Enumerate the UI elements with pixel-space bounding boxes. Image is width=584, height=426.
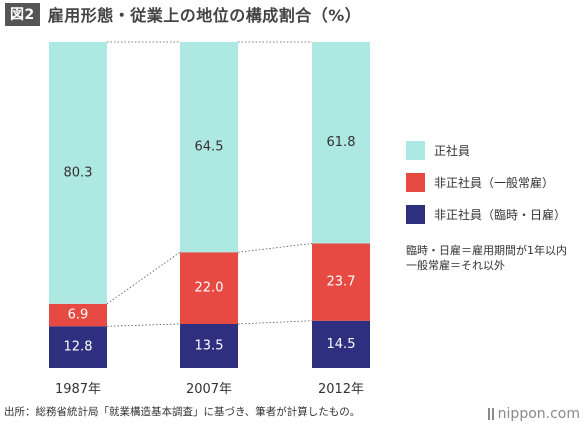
chart-title: 雇用形態・従業上の地位の構成割合（%） <box>47 6 362 25</box>
brand-logo: nippon.com <box>487 406 580 422</box>
bar-segment-regular-1987 <box>49 42 107 304</box>
legend-label-regular: 正社員 <box>434 143 471 158</box>
brand-name: nippon.com <box>497 406 580 422</box>
bar-segment-temporary-1987 <box>49 326 107 368</box>
legend-item-temporary: 非正社員（臨時・日雇） <box>406 204 566 224</box>
bar-segment-regular-2012 <box>312 42 370 244</box>
legend-label-general: 非正社員（一般常雇） <box>434 175 555 190</box>
bar-segment-general-2012 <box>312 243 370 321</box>
definition-note: 臨時・日雇＝雇用期間が1年以内 一般常雇＝それ以外 <box>406 243 567 273</box>
data-label-general-2007: 22.0 <box>195 281 224 296</box>
category-label-2007: 2007年 <box>186 382 232 397</box>
connector-lines <box>106 41 313 327</box>
legend-swatch-temporary <box>406 204 425 224</box>
data-label-general-1987: 6.9 <box>68 308 89 323</box>
bar-segment-general-1987 <box>49 303 107 327</box>
data-label-regular-2012: 61.8 <box>327 135 356 150</box>
legend-item-general: 非正社員（一般常雇） <box>406 172 566 192</box>
data-label-temporary-2007: 13.5 <box>195 338 224 353</box>
legend-label-temporary: 非正社員（臨時・日雇） <box>434 207 567 222</box>
connector-line-1987-2007-2 <box>106 251 181 305</box>
bar-segment-general-2007 <box>180 252 238 324</box>
bar-segment-regular-2007 <box>180 42 238 253</box>
note-line-temporary: 臨時・日雇＝雇用期間が1年以内 <box>406 244 567 257</box>
legend-item-regular: 正社員 <box>406 140 566 160</box>
figure-number-badge: 図2 <box>5 2 40 26</box>
source-footer: 出所：総務省統計局「就業構造基本調査」に基づき、筆者が計算したもの。 <box>4 406 361 418</box>
note-line-general: 一般常雇＝それ以外 <box>406 259 505 272</box>
category-label-1987: 1987年 <box>55 382 101 397</box>
connector-line-2007-2012-2 <box>237 243 313 253</box>
chart-header: 図2 雇用形態・従業上の地位の構成割合（%） <box>5 2 362 26</box>
data-label-temporary-1987: 12.8 <box>64 340 93 355</box>
connector-line-1987-2007-1 <box>106 323 181 327</box>
bar-segment-temporary-2007 <box>180 323 238 368</box>
chart-legend: 正社員 非正社員（一般常雇） 非正社員（臨時・日雇） <box>406 140 566 236</box>
bar-segment-temporary-2012 <box>312 320 370 368</box>
legend-swatch-regular <box>406 140 425 160</box>
legend-swatch-general <box>406 172 425 192</box>
data-label-regular-1987: 80.3 <box>64 165 93 180</box>
data-label-general-2012: 23.7 <box>327 275 356 290</box>
brand-mark-icon <box>487 408 490 420</box>
category-label-2012: 2012年 <box>318 382 364 397</box>
data-label-temporary-2012: 14.5 <box>327 337 356 352</box>
connector-line-2007-2012-1 <box>237 320 313 325</box>
data-label-regular-2007: 64.5 <box>195 140 224 155</box>
